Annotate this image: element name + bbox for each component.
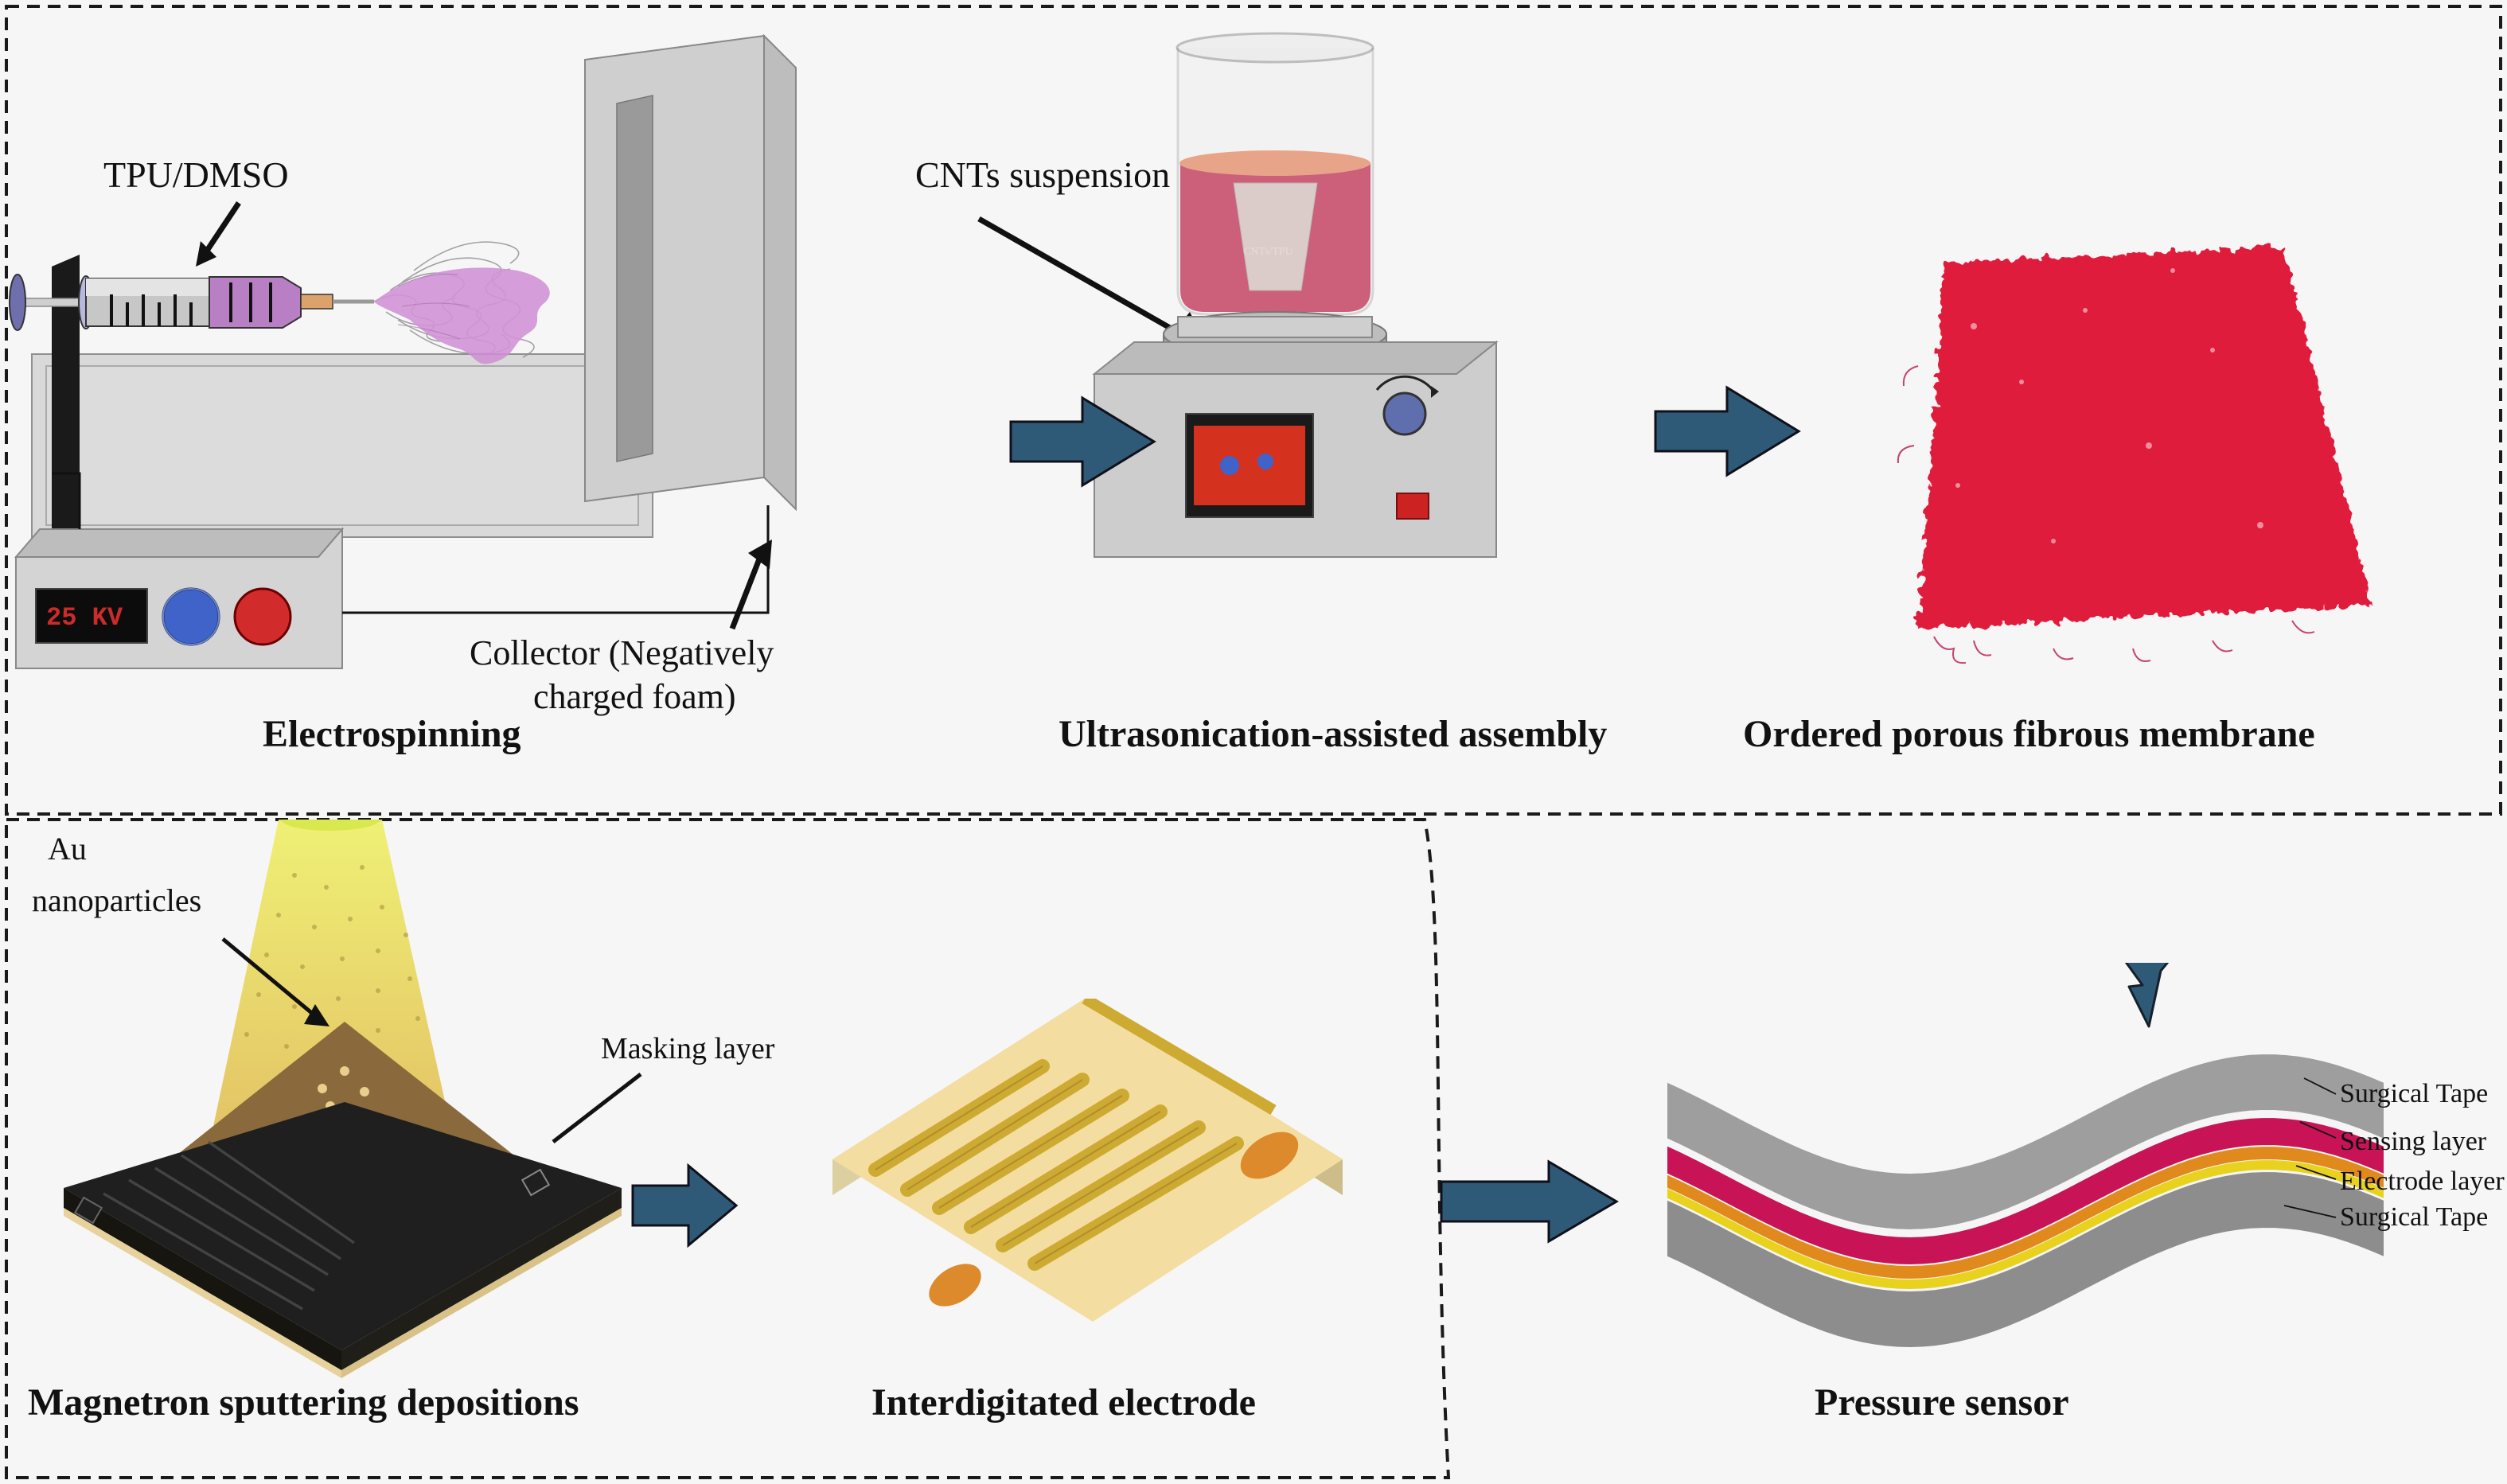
svg-text:25 KV: 25 KV bbox=[46, 603, 123, 633]
svg-text:Surgical Tape: Surgical Tape bbox=[2340, 1079, 2488, 1108]
svg-text:charged foam): charged foam) bbox=[533, 677, 736, 716]
svg-text:CNTs/TPU: CNTs/TPU bbox=[1243, 246, 1293, 258]
svg-text:TPU/DMSO: TPU/DMSO bbox=[103, 154, 289, 195]
svg-text:Au: Au bbox=[48, 831, 87, 867]
svg-text:nanoparticles: nanoparticles bbox=[32, 882, 201, 918]
svg-text:CNTs suspension: CNTs suspension bbox=[915, 154, 1170, 195]
svg-text:Collector (Negatively: Collector (Negatively bbox=[470, 633, 774, 672]
svg-text:Sensing layer: Sensing layer bbox=[2340, 1127, 2487, 1156]
svg-text:Surgical Tape: Surgical Tape bbox=[2340, 1202, 2488, 1232]
svg-text:Electrode layer: Electrode layer bbox=[2340, 1167, 2505, 1196]
